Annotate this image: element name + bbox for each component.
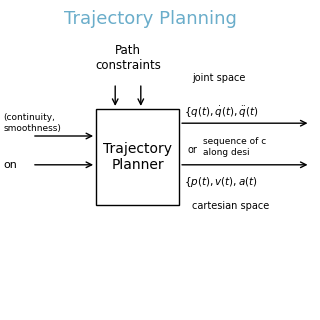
Text: (continuity,
smoothness): (continuity, smoothness) [3, 114, 61, 133]
Text: cartesian space: cartesian space [192, 201, 269, 212]
Text: $\{p(t), v(t), a(t)$: $\{p(t), v(t), a(t)$ [184, 175, 258, 189]
Bar [96, 109, 179, 205]
Text: or: or [187, 145, 197, 156]
Text: Trajectory
Planner: Trajectory Planner [103, 142, 172, 172]
Text: $\{q(t), \dot{q}(t), \ddot{q}(t)$: $\{q(t), \dot{q}(t), \ddot{q}(t)$ [184, 105, 259, 120]
Text: on: on [3, 160, 17, 170]
Text: Trajectory Planning: Trajectory Planning [64, 10, 237, 28]
Text: sequence of c
along desi: sequence of c along desi [203, 138, 267, 157]
Text: Path
constraints: Path constraints [95, 44, 161, 72]
Text: joint space: joint space [192, 73, 245, 84]
